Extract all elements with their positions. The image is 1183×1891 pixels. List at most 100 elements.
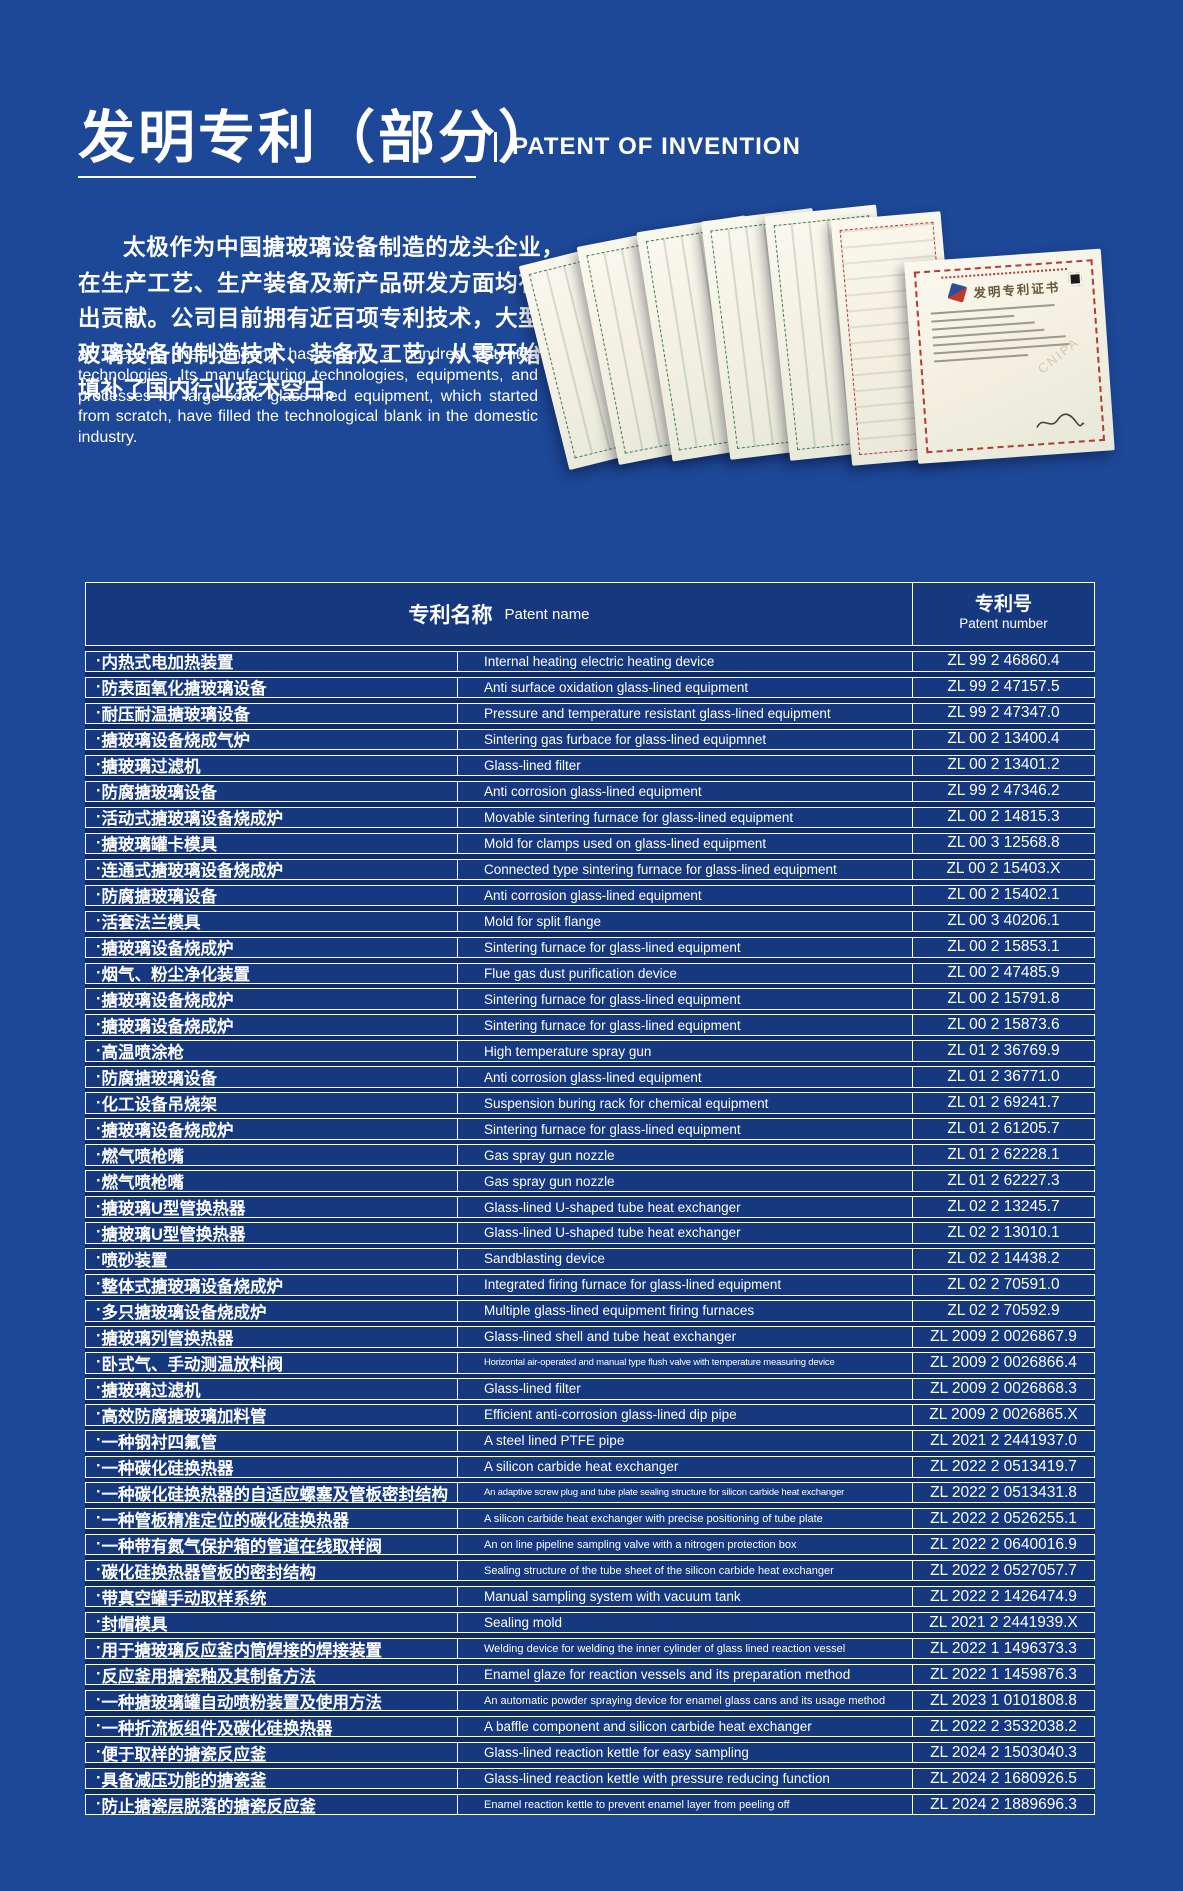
patent-name-cn: 防腐搪玻璃设备 bbox=[85, 884, 458, 906]
patent-name-en: Welding device for welding the inner cyl… bbox=[457, 1638, 913, 1660]
table-row: 一种管板精准定位的碳化硅换热器 A silicon carbide heat e… bbox=[85, 1508, 1095, 1530]
patent-name-cn: 具备减压功能的搪瓷釜 bbox=[85, 1768, 458, 1790]
table-row: 高效防腐搪玻璃加料管 Efficient anti-corrosion glas… bbox=[85, 1404, 1095, 1426]
patent-number: ZL 00 2 15403.X bbox=[912, 858, 1095, 880]
patent-name-en: An on line pipeline sampling valve with … bbox=[457, 1534, 913, 1556]
patent-number: ZL 2024 2 1503040.3 bbox=[912, 1742, 1095, 1764]
patent-number: ZL 99 2 47346.2 bbox=[912, 780, 1095, 802]
patent-name-cn: 一种带有氮气保护箱的管道在线取样阀 bbox=[85, 1534, 458, 1556]
patent-name-cn: 搪玻璃U型管换热器 bbox=[85, 1196, 458, 1218]
patent-name-cn: 燃气喷枪嘴 bbox=[85, 1144, 458, 1166]
table-row: 防腐搪玻璃设备 Anti corrosion glass-lined equip… bbox=[85, 780, 1095, 802]
patent-name-cn: 防止搪瓷层脱落的搪瓷反应釜 bbox=[85, 1794, 458, 1816]
patent-number: ZL 00 2 14815.3 bbox=[912, 806, 1095, 828]
patent-name-cn: 搪玻璃列管换热器 bbox=[85, 1326, 458, 1348]
certificate-front: 发明专利证书 CNIPA bbox=[904, 248, 1115, 464]
table-row: 耐压耐温搪玻璃设备 Pressure and temperature resis… bbox=[85, 702, 1095, 724]
table-row: 一种碳化硅换热器 A silicon carbide heat exchange… bbox=[85, 1456, 1095, 1478]
patent-number: ZL 01 2 36771.0 bbox=[912, 1066, 1095, 1088]
table-row: 搪玻璃设备烧成炉 Sintering furnace for glass-lin… bbox=[85, 1014, 1095, 1036]
table-row: 烟气、粉尘净化装置 Flue gas dust purification dev… bbox=[85, 962, 1095, 984]
patent-name-en: Glass-lined filter bbox=[457, 1378, 913, 1400]
patent-number: ZL 02 2 13245.7 bbox=[912, 1196, 1095, 1218]
patent-name-cn: 碳化硅换热器管板的密封结构 bbox=[85, 1560, 458, 1582]
patent-name-en: Sintering furnace for glass-lined equipm… bbox=[457, 988, 913, 1010]
patent-name-cn: 搪玻璃罐卡模具 bbox=[85, 832, 458, 854]
patent-name-cn: 搪玻璃设备烧成炉 bbox=[85, 1118, 458, 1140]
certificate-border: 发明专利证书 CNIPA bbox=[913, 259, 1106, 454]
patent-name-cn: 一种钢衬四氟管 bbox=[85, 1430, 458, 1452]
table-row: 搪玻璃过滤机 Glass-lined filter ZL 2009 2 0026… bbox=[85, 1378, 1095, 1400]
table-row: 卧式气、手动测温放料阀 Horizontal air-operated and … bbox=[85, 1352, 1095, 1374]
patent-name-cn: 封帽模具 bbox=[85, 1612, 458, 1634]
table-row: 一种折流板组件及碳化硅换热器 A baffle component and si… bbox=[85, 1716, 1095, 1738]
patent-name-cn: 喷砂装置 bbox=[85, 1248, 458, 1270]
patent-name-en: Horizontal air-operated and manual type … bbox=[457, 1352, 913, 1374]
patent-table: 专利名称 Patent name 专利号 Patent number 内热式电加… bbox=[85, 582, 1095, 1816]
patent-number: ZL 2022 2 0640016.9 bbox=[912, 1534, 1095, 1556]
patent-name-cn: 化工设备吊烧架 bbox=[85, 1092, 458, 1114]
patent-name-cn: 内热式电加热装置 bbox=[85, 650, 458, 672]
table-row: 活套法兰模具 Mold for split flange ZL 00 3 402… bbox=[85, 910, 1095, 932]
table-row: 防腐搪玻璃设备 Anti corrosion glass-lined equip… bbox=[85, 1066, 1095, 1088]
patent-name-cn: 用于搪玻璃反应釜内筒焊接的焊接装置 bbox=[85, 1638, 458, 1660]
patent-number: ZL 99 2 46860.4 bbox=[912, 650, 1095, 672]
table-row: 搪玻璃罐卡模具 Mold for clamps used on glass-li… bbox=[85, 832, 1095, 854]
patent-name-en: A silicon carbide heat exchanger bbox=[457, 1456, 913, 1478]
patent-name-en: Glass-lined shell and tube heat exchange… bbox=[457, 1326, 913, 1348]
table-row: 整体式搪玻璃设备烧成炉 Integrated firing furnace fo… bbox=[85, 1274, 1095, 1296]
patent-name-en: An adaptive screw plug and tube plate se… bbox=[457, 1482, 913, 1504]
header-patent-name: 专利名称 Patent name bbox=[85, 582, 913, 646]
table-row: 具备减压功能的搪瓷釜 Glass-lined reaction kettle w… bbox=[85, 1768, 1095, 1790]
table-row: 防止搪瓷层脱落的搪瓷反应釜 Enamel reaction kettle to … bbox=[85, 1794, 1095, 1816]
patent-name-cn: 反应釜用搪瓷釉及其制备方法 bbox=[85, 1664, 458, 1686]
table-row: 防表面氧化搪玻璃设备 Anti surface oxidation glass-… bbox=[85, 676, 1095, 698]
patent-name-cn: 一种碳化硅换热器的自适应螺塞及管板密封结构 bbox=[85, 1482, 458, 1504]
patent-number: ZL 2022 2 1426474.9 bbox=[912, 1586, 1095, 1608]
patent-number: ZL 2022 1 1496373.3 bbox=[912, 1638, 1095, 1660]
page-title-cn: 发明专利（部分） bbox=[78, 106, 558, 170]
table-row: 搪玻璃设备烧成炉 Sintering furnace for glass-lin… bbox=[85, 988, 1095, 1010]
patent-name-en: Enamel reaction kettle to prevent enamel… bbox=[457, 1794, 913, 1816]
patent-name-en: Connected type sintering furnace for gla… bbox=[457, 858, 913, 880]
patent-name-cn: 搪玻璃过滤机 bbox=[85, 754, 458, 776]
table-row: 搪玻璃U型管换热器 Glass-lined U-shaped tube heat… bbox=[85, 1222, 1095, 1244]
table-row: 便于取样的搪瓷反应釜 Glass-lined reaction kettle f… bbox=[85, 1742, 1095, 1764]
table-row: 一种碳化硅换热器的自适应螺塞及管板密封结构 An adaptive screw … bbox=[85, 1482, 1095, 1504]
patent-name-cn: 高效防腐搪玻璃加料管 bbox=[85, 1404, 458, 1426]
patent-number: ZL 2009 2 0026866.4 bbox=[912, 1352, 1095, 1374]
table-row: 一种搪玻璃罐自动喷粉装置及使用方法 An automatic powder sp… bbox=[85, 1690, 1095, 1712]
table-row: 燃气喷枪嘴 Gas spray gun nozzle ZL 01 2 62228… bbox=[85, 1144, 1095, 1166]
table-row: 用于搪玻璃反应釜内筒焊接的焊接装置 Welding device for wel… bbox=[85, 1638, 1095, 1660]
signature-icon bbox=[1036, 413, 1085, 428]
table-row: 搪玻璃设备烧成气炉 Sintering gas furbace for glas… bbox=[85, 728, 1095, 750]
certificate-stack: 发明专利证书 CNIPA bbox=[518, 193, 1130, 483]
patent-name-cn: 防表面氧化搪玻璃设备 bbox=[85, 676, 458, 698]
patent-name-cn: 一种折流板组件及碳化硅换热器 bbox=[85, 1716, 458, 1738]
patent-name-cn: 整体式搪玻璃设备烧成炉 bbox=[85, 1274, 458, 1296]
patent-name-en: Glass-lined U-shaped tube heat exchanger bbox=[457, 1222, 913, 1244]
title-divider-bar bbox=[494, 132, 497, 162]
patent-name-en: Anti surface oxidation glass-lined equip… bbox=[457, 676, 913, 698]
patent-name-cn: 燃气喷枪嘴 bbox=[85, 1170, 458, 1192]
patent-table-body: 内热式电加热装置 Internal heating electric heati… bbox=[85, 650, 1095, 1816]
patent-name-en: Efficient anti-corrosion glass-lined dip… bbox=[457, 1404, 913, 1426]
patent-name-en: Flue gas dust purification device bbox=[457, 962, 913, 984]
patent-number: ZL 01 2 62227.3 bbox=[912, 1170, 1095, 1192]
page-title-en-wrap: PATENT OF INVENTION bbox=[494, 128, 801, 166]
patent-name-cn: 活动式搪玻璃设备烧成炉 bbox=[85, 806, 458, 828]
patent-name-en: Multiple glass-lined equipment firing fu… bbox=[457, 1300, 913, 1322]
table-row: 化工设备吊烧架 Suspension buring rack for chemi… bbox=[85, 1092, 1095, 1114]
patent-number: ZL 00 3 40206.1 bbox=[912, 910, 1095, 932]
patent-name-en: A silicon carbide heat exchanger with pr… bbox=[457, 1508, 913, 1530]
patent-number: ZL 00 2 13400.4 bbox=[912, 728, 1095, 750]
patent-name-en: Sintering gas furbace for glass-lined eq… bbox=[457, 728, 913, 750]
table-row: 搪玻璃过滤机 Glass-lined filter ZL 00 2 13401.… bbox=[85, 754, 1095, 776]
patent-number: ZL 02 2 70592.9 bbox=[912, 1300, 1095, 1322]
table-row: 搪玻璃U型管换热器 Glass-lined U-shaped tube heat… bbox=[85, 1196, 1095, 1218]
table-row: 搪玻璃列管换热器 Glass-lined shell and tube heat… bbox=[85, 1326, 1095, 1348]
patent-number: ZL 01 2 62228.1 bbox=[912, 1144, 1095, 1166]
patent-number: ZL 2009 2 0026867.9 bbox=[912, 1326, 1095, 1348]
patent-name-cn: 防腐搪玻璃设备 bbox=[85, 780, 458, 802]
